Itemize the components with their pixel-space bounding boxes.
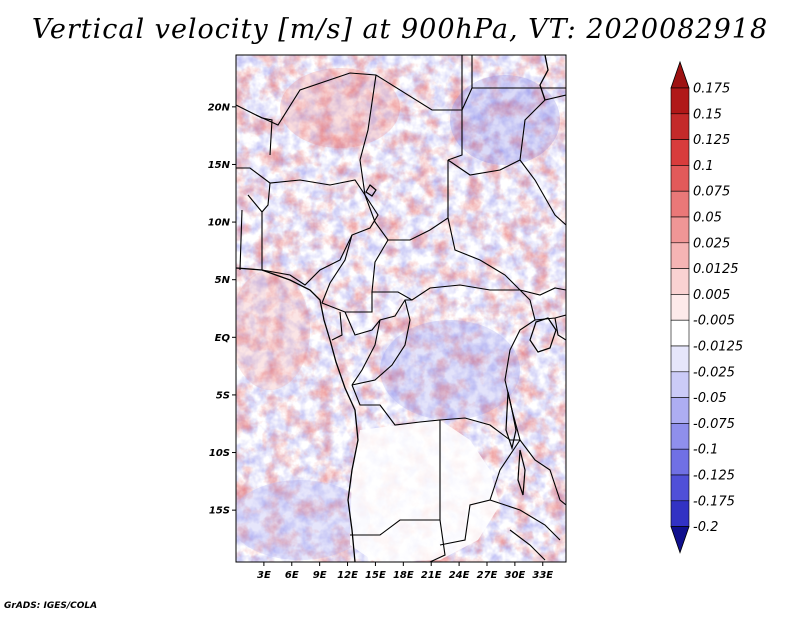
lon-tick-label: 21E [421,570,442,581]
colorbar-swatch [670,294,690,321]
colorbar-label: 0.1 [693,159,714,174]
lakes [365,184,557,496]
longitude-axis: 3E 6E 9E 12E 15E 18E 21E 24E 27E 30E 33E [257,562,553,581]
plot-frame [235,54,567,563]
colorbar-swatch [670,345,690,373]
colorbar-swatch [670,448,690,476]
colorbar-swatch [670,397,690,424]
colorbar-swatch [670,319,690,347]
colorbar-label: -0.125 [693,469,735,484]
colorbar-swatch [670,423,690,450]
colorbar-swatch [670,113,690,140]
lat-tick-label: 5S [216,390,230,401]
colorbar-swatch [670,268,690,295]
lat-tick-label: 10S [209,448,230,459]
lat-tick-label: 15S [209,506,230,517]
colorbar-swatch [670,216,690,244]
lat-tick-label: EQ [215,333,231,344]
colorbar-label: 0.125 [693,133,730,148]
lon-tick-label: 27E [477,570,498,581]
lat-tick-label: 15N [208,160,231,171]
coastline [236,55,549,562]
colorbar: 0.175 0.15 0.125 0.1 0.075 0.05 0.025 0.0125 0.0… [670,60,743,554]
colorbar-swatch [670,190,690,218]
colorbar-bottom-arrow [670,526,690,554]
lat-tick-label: 10N [208,218,231,229]
colorbar-label: -0.005 [693,314,735,329]
colorbar-swatch [670,474,690,502]
colorbar-swatch [670,500,690,527]
colorbar-swatch [670,242,690,269]
colorbar-swatch [670,165,690,192]
lat-tick-label: 20N [208,102,231,113]
lon-tick-label: 15E [365,570,386,581]
colorbar-label: 0.005 [693,288,730,303]
lon-tick-label: 3E [257,570,271,581]
colorbar-label: 0.025 [693,236,730,251]
lat-tick-label: 5N [215,275,231,286]
map-title: Vertical velocity [m/s] at 900hPa, VT: 2… [31,14,769,45]
lon-tick-label: 9E [313,570,327,581]
colorbar-swatch [670,371,690,398]
lon-tick-label: 12E [337,570,358,581]
colorbar-label: 0.175 [693,82,730,97]
colorbar-swatch [670,87,690,115]
colorbar-label: -0.0125 [693,340,743,355]
colorbar-label: -0.075 [693,417,735,432]
colorbar-top-arrow [670,60,690,89]
colorbar-label: 0.075 [693,185,730,200]
colorbar-label: 0.0125 [693,262,739,277]
colorbar-label: -0.05 [693,391,727,406]
latitude-axis: 20N 15N 10N 5N EQ 5S 10S 15S [208,102,236,517]
colorbar-label: -0.2 [693,520,718,535]
lon-tick-label: 33E [532,570,553,581]
colorbar-label: -0.025 [693,365,735,380]
lon-tick-label: 30E [504,570,525,581]
colorbar-label: 0.05 [693,211,722,226]
lon-tick-label: 18E [393,570,414,581]
lon-tick-label: 6E [285,570,299,581]
vertical-velocity-field [236,55,566,562]
colorbar-label: -0.175 [693,494,735,509]
colorbar-label: -0.1 [693,443,718,458]
colorbar-label: 0.15 [693,107,722,122]
colorbar-swatch [670,139,690,166]
lon-tick-label: 24E [449,570,470,581]
grads-credit: GrADS: IGES/COLA [4,601,98,611]
